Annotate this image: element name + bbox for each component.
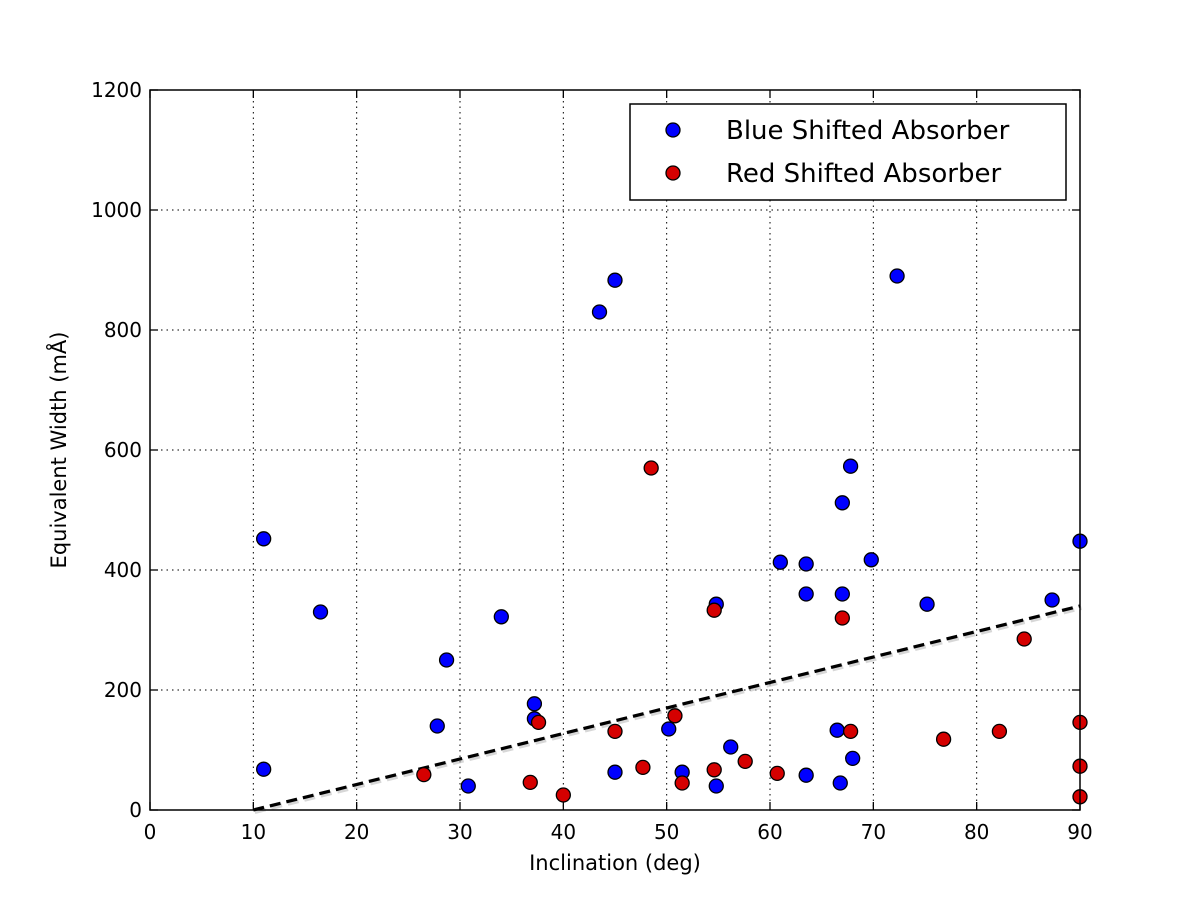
red-shifted-point	[416, 766, 432, 783]
y-tick-label: 800	[104, 318, 142, 342]
blue-shifted-point	[607, 272, 623, 288]
blue-shifted-point	[834, 495, 850, 511]
trend-line	[252, 604, 1082, 814]
legend-label-blue: Blue Shifted Absorber	[726, 116, 1010, 146]
blue-shifted-point	[723, 739, 739, 755]
blue-shifted-point	[438, 652, 455, 668]
blue-shifted-point	[798, 556, 814, 572]
red-shifted-point	[935, 731, 952, 747]
blue-shifted-point	[1044, 592, 1060, 608]
red-shifted-point	[530, 714, 547, 731]
y-axis-label: Equivalent Width (mÅ)	[45, 332, 71, 569]
blue-shifted-point	[460, 778, 476, 794]
data-points	[256, 268, 1088, 805]
red-shifted-point	[674, 775, 690, 791]
red-shifted-point	[842, 723, 859, 740]
y-tick-label: 0	[129, 798, 142, 822]
blue-shifted-point	[256, 761, 272, 777]
x-tick-label: 70	[861, 820, 886, 844]
legend-box	[629, 103, 1067, 201]
y-tick-label: 200	[104, 678, 142, 702]
blue-shifted-point	[832, 775, 848, 791]
red-shifted-point	[667, 708, 683, 724]
blue-shifted-point	[429, 718, 445, 734]
blue-shifted-point	[845, 750, 861, 767]
blue-shifted-point	[256, 531, 272, 547]
blue-shifted-point	[889, 268, 905, 284]
blue-shifted-point	[829, 722, 845, 738]
x-tick-label: 90	[1067, 820, 1092, 844]
blue-shifted-point	[607, 764, 623, 780]
red-shifted-point	[834, 610, 850, 626]
blue-shifted-point	[919, 596, 935, 612]
legend: Blue Shifted Absorber Red Shifted Absorb…	[629, 103, 1067, 201]
x-axis-label: Inclination (deg)	[529, 851, 701, 875]
blue-shifted-point	[798, 586, 814, 602]
x-tick-label: 30	[447, 820, 472, 844]
x-tick-label: 60	[757, 820, 782, 844]
blue-shifted-point	[708, 778, 724, 794]
red-shifted-point	[522, 774, 538, 791]
y-tick-label: 400	[104, 558, 142, 582]
red-shifted-point	[1016, 631, 1032, 647]
red-shifted-point	[706, 762, 722, 778]
blue-shifted-point	[798, 767, 814, 783]
blue-shifted-point	[772, 554, 788, 570]
blue-shifted-point	[834, 586, 850, 602]
blue-shifted-point	[863, 552, 879, 568]
x-tick-label: 50	[654, 820, 679, 844]
blue-shifted-point	[493, 609, 509, 625]
blue-shifted-point	[661, 721, 677, 737]
blue-shifted-point	[842, 458, 859, 474]
y-tick-label: 600	[104, 438, 142, 462]
red-shifted-point	[769, 765, 785, 782]
legend-label-red: Red Shifted Absorber	[726, 159, 1001, 189]
red-shifted-point	[635, 759, 651, 776]
blue-shifted-point	[312, 604, 329, 620]
x-tick-label: 80	[964, 820, 989, 844]
trend-line-shadow	[254, 606, 1082, 814]
red-shifted-point	[607, 723, 623, 740]
red-shifted-point	[706, 602, 722, 618]
legend-marker-blue	[665, 122, 681, 138]
trend-line-segment	[252, 604, 1081, 812]
x-tick-label: 20	[344, 820, 369, 844]
axis-ticks: 0 10 20 30 40 50 60 70 80 90 0 200 400 600 800 1000 1200	[91, 78, 1093, 844]
legend-marker-red	[665, 165, 681, 181]
blue-shifted-point	[591, 304, 608, 320]
grid	[150, 90, 1080, 810]
red-shifted-point	[643, 460, 659, 476]
x-tick-label: 40	[551, 820, 576, 844]
red-shifted-point	[737, 753, 753, 770]
y-tick-label: 1000	[91, 198, 142, 222]
red-shifted-point	[555, 787, 571, 803]
x-tick-label: 10	[241, 820, 266, 844]
blue-shifted-point	[526, 696, 543, 712]
x-tick-label: 0	[144, 820, 157, 844]
y-tick-label: 1200	[91, 78, 142, 102]
red-shifted-point	[991, 723, 1008, 740]
